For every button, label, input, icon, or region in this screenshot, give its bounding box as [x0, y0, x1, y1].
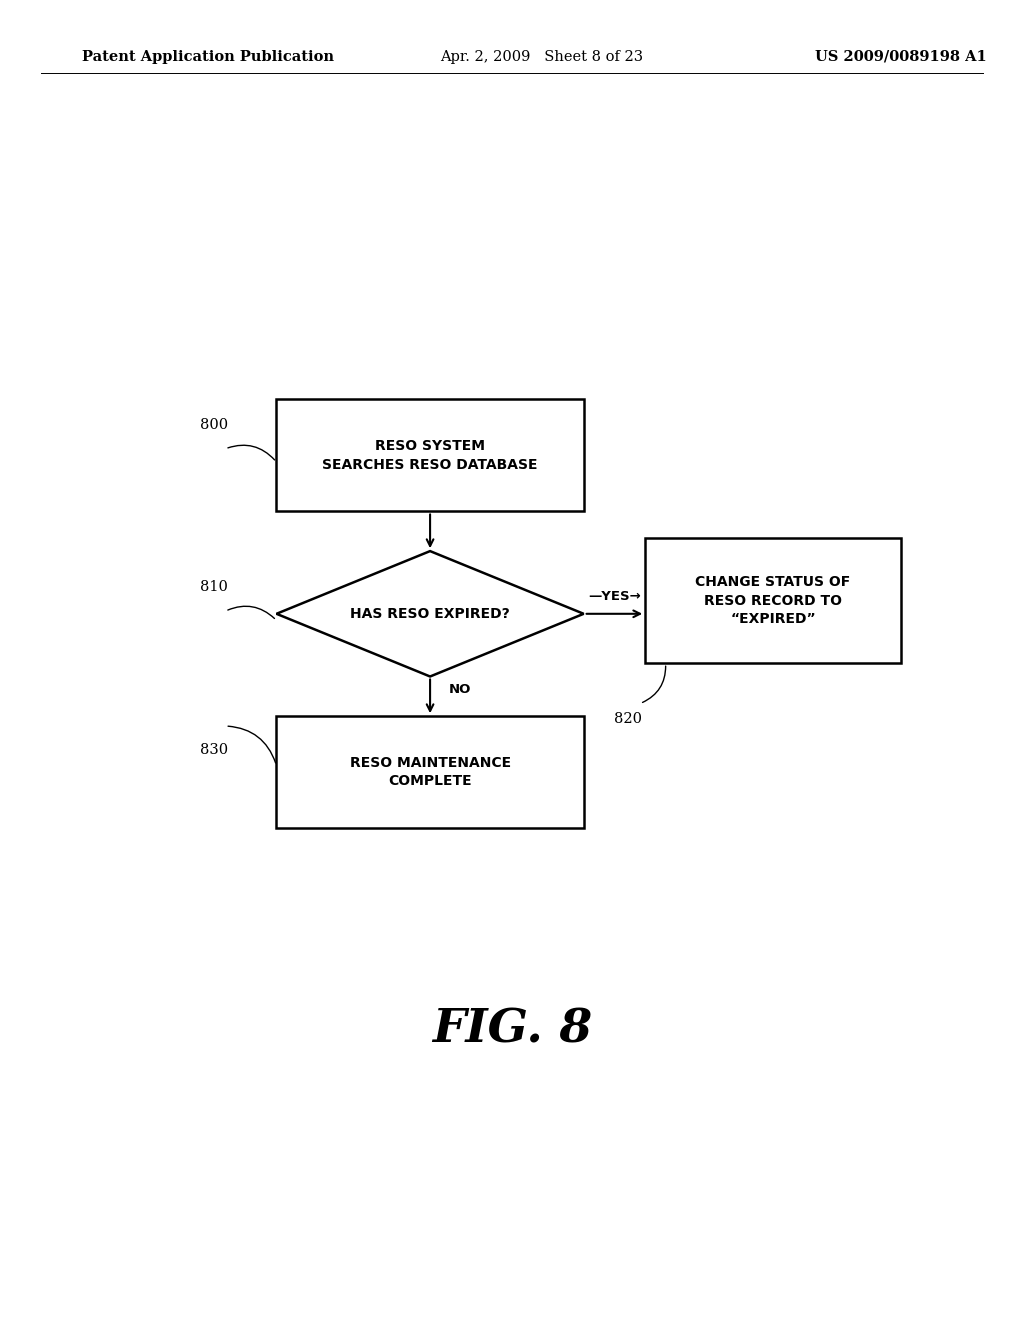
Polygon shape [276, 552, 584, 676]
Text: RESO SYSTEM
SEARCHES RESO DATABASE: RESO SYSTEM SEARCHES RESO DATABASE [323, 440, 538, 471]
Text: CHANGE STATUS OF
RESO RECORD TO
“EXPIRED”: CHANGE STATUS OF RESO RECORD TO “EXPIRED… [695, 576, 851, 626]
Bar [276, 399, 584, 511]
Text: FIG. 8: FIG. 8 [432, 1007, 592, 1052]
Text: US 2009/0089198 A1: US 2009/0089198 A1 [815, 50, 987, 63]
Text: Apr. 2, 2009   Sheet 8 of 23: Apr. 2, 2009 Sheet 8 of 23 [440, 50, 643, 63]
Text: 800: 800 [200, 418, 227, 432]
Text: 820: 820 [614, 713, 642, 726]
Text: HAS RESO EXPIRED?: HAS RESO EXPIRED? [350, 607, 510, 620]
Bar [276, 715, 584, 829]
Text: RESO MAINTENANCE
COMPLETE: RESO MAINTENANCE COMPLETE [349, 756, 511, 788]
Text: 830: 830 [200, 743, 227, 756]
Bar [645, 539, 901, 663]
Text: NO: NO [449, 684, 471, 696]
Text: Patent Application Publication: Patent Application Publication [82, 50, 334, 63]
Text: 810: 810 [200, 581, 227, 594]
Text: —YES→: —YES→ [588, 590, 641, 603]
